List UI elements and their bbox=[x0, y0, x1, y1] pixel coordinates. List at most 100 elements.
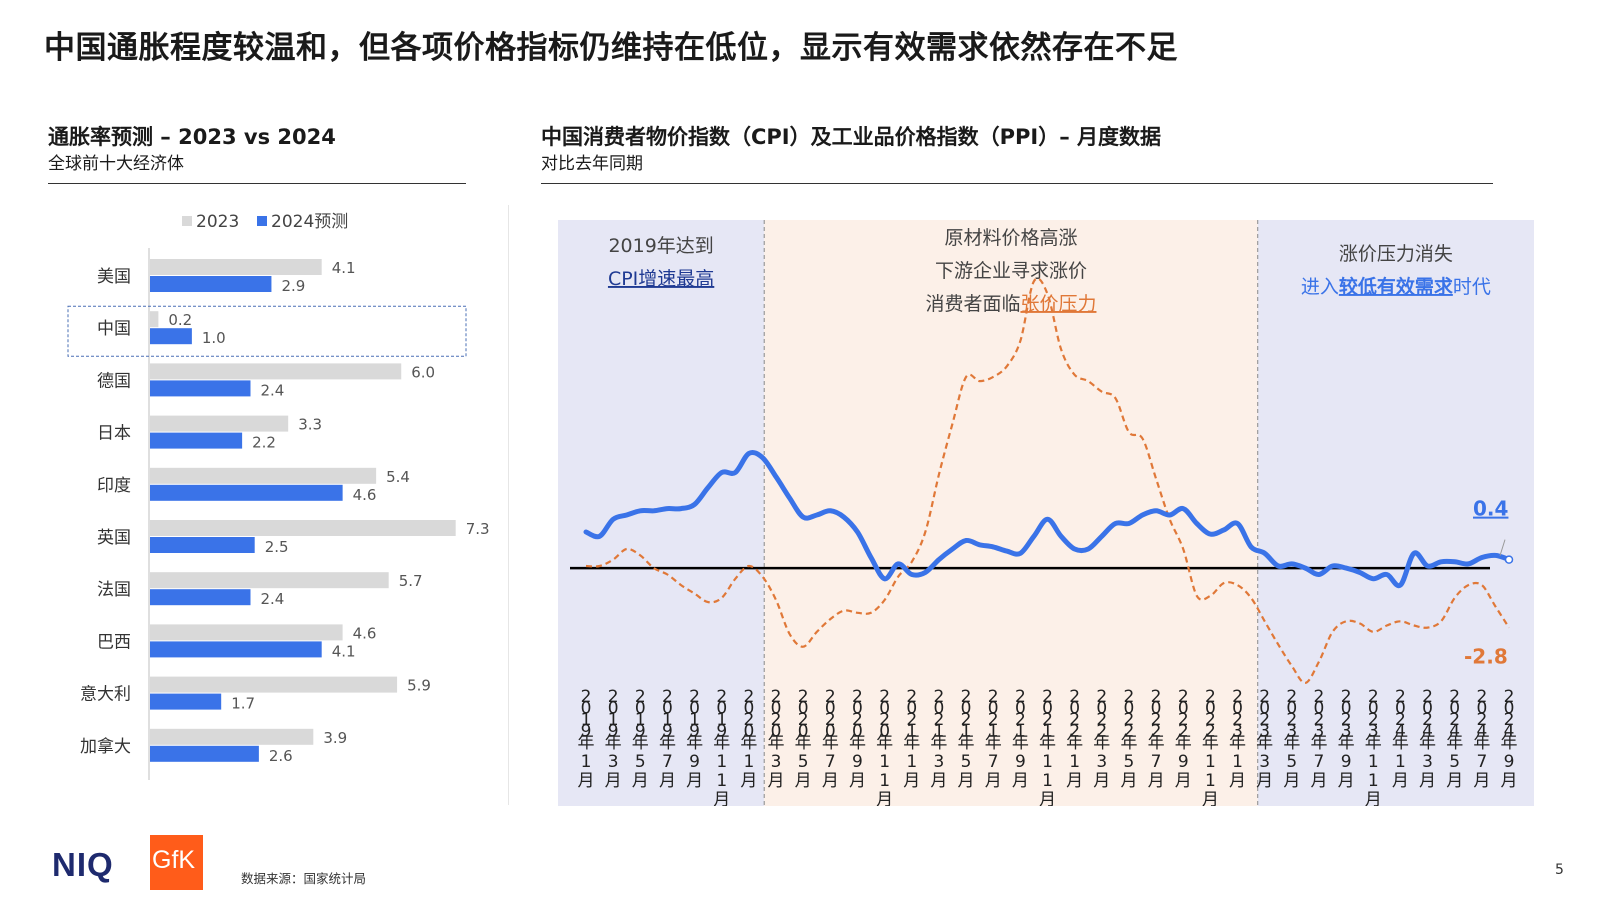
bar-value-label-2024: 1.7 bbox=[231, 695, 255, 713]
region-background-1 bbox=[558, 220, 765, 806]
region-annotation-line: 消费者面临张价压力 bbox=[925, 293, 1096, 315]
bar-2023 bbox=[150, 520, 456, 536]
region-annotation-line: 2019年达到 bbox=[608, 235, 713, 257]
bar-value-label-2023: 3.3 bbox=[298, 416, 322, 434]
bar-category-label: 英国 bbox=[97, 528, 131, 548]
bar-value-label-2023: 0.2 bbox=[168, 311, 192, 329]
bar-category-label: 中国 bbox=[97, 319, 131, 339]
legend-label-1: 2024预测 bbox=[271, 212, 348, 232]
bar-category-label: 德国 bbox=[97, 371, 131, 391]
bar-category-label: 日本 bbox=[97, 424, 131, 444]
page-number: 5 bbox=[1555, 862, 1564, 878]
bar-value-label-2023: 4.6 bbox=[353, 624, 377, 642]
bar-category-label: 法国 bbox=[97, 580, 131, 600]
ppi-line bbox=[585, 277, 1510, 684]
bar-2024 bbox=[150, 693, 222, 710]
legend-label-0: 2023 bbox=[196, 212, 239, 232]
left-title-rule bbox=[48, 183, 466, 184]
bar-2024 bbox=[150, 484, 343, 501]
bar-category-label: 巴西 bbox=[97, 632, 131, 652]
region-annotation-line: 涨价压力消失 bbox=[1339, 243, 1453, 265]
bar-value-label-2024: 4.6 bbox=[353, 486, 377, 504]
cpi-end-point bbox=[1504, 555, 1514, 564]
cpi-line bbox=[583, 449, 1512, 589]
bar-2024 bbox=[150, 537, 255, 553]
bar-2024 bbox=[150, 276, 272, 292]
bar-2023 bbox=[150, 467, 377, 484]
bar-value-label-2024: 2.4 bbox=[261, 590, 285, 608]
bar-value-label-2024: 4.1 bbox=[332, 642, 356, 660]
bar-value-label-2023: 5.4 bbox=[386, 468, 410, 486]
bar-2024 bbox=[150, 745, 259, 762]
bar-2023 bbox=[150, 676, 398, 693]
bar-value-label-2024: 2.6 bbox=[269, 747, 293, 765]
panel-divider bbox=[508, 205, 509, 805]
bar-value-label-2024: 1.0 bbox=[202, 329, 226, 347]
left-chart-title: 通胀率预测 – 2023 vs 2024 bbox=[48, 125, 336, 149]
bar-category-label: 美国 bbox=[97, 267, 131, 287]
region-annotation-line: 原材料价格高涨 bbox=[944, 227, 1077, 249]
bar-2023 bbox=[150, 363, 402, 380]
bar-2024 bbox=[150, 432, 243, 449]
bar-value-label-2023: 5.9 bbox=[407, 677, 431, 695]
legend-swatch-0 bbox=[182, 216, 192, 226]
bar-2023 bbox=[150, 259, 322, 275]
bar-value-label-2023: 3.9 bbox=[323, 729, 347, 747]
bar-value-label-2024: 2.9 bbox=[281, 277, 305, 295]
bar-2023 bbox=[150, 311, 159, 328]
cpi-end-leader bbox=[1499, 539, 1506, 556]
bar-value-label-2024: 2.4 bbox=[261, 381, 285, 399]
left-chart-subtitle: 全球前十大经济体 bbox=[48, 154, 184, 174]
data-source: 数据来源：国家统计局 bbox=[241, 871, 367, 886]
region-annotation-line: CPI增速最高 bbox=[608, 268, 714, 290]
region-annotation-line: 进入较低有效需求时代 bbox=[1301, 275, 1491, 298]
bar-2024 bbox=[150, 380, 251, 397]
gfk-logo-text: GfK bbox=[152, 846, 196, 874]
cpi-end-label: 0.4 bbox=[1473, 497, 1508, 521]
bar-value-label-2023: 4.1 bbox=[332, 259, 356, 277]
region-background-3 bbox=[1257, 220, 1534, 806]
right-chart-title: 中国消费者物价指数（CPI）及工业品价格指数（PPI）– 月度数据 bbox=[541, 125, 1162, 149]
bar-category-label: 印度 bbox=[97, 476, 131, 496]
page-title: 中国通胀程度较温和，但各项价格指标仍维持在低位，显示有效需求依然存在不足 bbox=[44, 30, 1178, 66]
gfk-logo: GfK bbox=[150, 835, 203, 890]
right-title-rule bbox=[541, 183, 1493, 184]
bar-2023 bbox=[150, 624, 343, 641]
bar-value-label-2024: 2.5 bbox=[265, 538, 289, 556]
bar-value-label-2024: 2.2 bbox=[252, 434, 276, 452]
niq-logo: NIQ bbox=[52, 846, 114, 883]
bar-2024 bbox=[150, 641, 322, 658]
